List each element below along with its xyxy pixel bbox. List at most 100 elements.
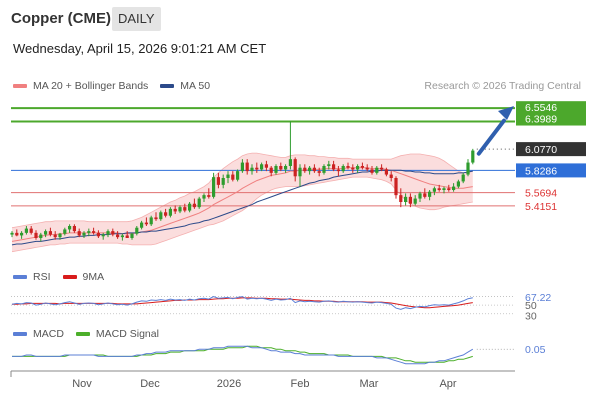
legend-ma50-label: MA 50 (180, 80, 211, 92)
candle-body (221, 178, 225, 185)
rsi-ma-line (12, 297, 473, 309)
candle-body (15, 232, 19, 236)
candle-body (274, 166, 278, 173)
candle-body (264, 164, 268, 168)
candle-body (255, 167, 259, 170)
macd-legend: MACD MACD Signal (13, 328, 171, 340)
candle-body (399, 195, 403, 202)
candle-body (207, 195, 211, 197)
candle-body (370, 169, 374, 173)
level-label-pivot: 5.8286 (525, 165, 557, 177)
timestamp: Wednesday, April 15, 2026 9:01:21 AM CET (13, 41, 267, 56)
x-tick-label: Apr (439, 378, 456, 390)
candle-body (135, 227, 139, 234)
candle-body (101, 234, 105, 237)
candle-body (260, 164, 264, 170)
rsi-legend: RSI 9MA (13, 271, 116, 283)
level-tag-last-price (516, 142, 586, 157)
candle-body (456, 181, 460, 187)
ma20-swatch (13, 84, 27, 88)
candle-body (269, 167, 273, 173)
candle-body (423, 193, 427, 197)
candle-body (394, 178, 398, 196)
legend-rsi-ma-label: 9MA (82, 271, 105, 283)
candle-body (130, 233, 134, 238)
x-tick-label: Mar (360, 378, 379, 390)
rsi-level-50-label: 50 (525, 300, 537, 312)
candle-body (308, 167, 312, 172)
macd-value-label: 0.05 (525, 344, 546, 356)
candle-body (106, 231, 110, 235)
macd-signal-line (12, 345, 473, 363)
candle-body (178, 207, 182, 212)
candle-body (58, 233, 62, 238)
macd-signal-swatch (75, 332, 90, 336)
rsi-swatch (13, 275, 27, 279)
x-tick-label: Nov (72, 378, 92, 390)
candle-body (466, 162, 470, 175)
rsi-line (11, 296, 473, 310)
candle-body (77, 231, 81, 236)
candle-body (87, 231, 91, 233)
forecast-arrow-shaft (476, 118, 506, 156)
candle-body (144, 222, 148, 225)
x-tick-label: Dec (140, 378, 160, 390)
candle-body (322, 166, 326, 173)
candle-body (111, 231, 115, 235)
candle-body (125, 235, 129, 238)
candle-body (380, 167, 384, 170)
candle-body (298, 167, 302, 177)
candle-body (279, 166, 283, 170)
candle-body (72, 226, 76, 232)
candle-body (116, 234, 120, 238)
candle-body (245, 162, 249, 172)
instrument-title: Copper (CME) (11, 10, 111, 27)
macd-swatch (13, 332, 27, 336)
candle-body (404, 196, 408, 202)
candle-body (389, 174, 393, 178)
main-legend: MA 20 + Bollinger Bands MA 50 (13, 80, 222, 92)
candle-body (68, 226, 72, 230)
candle-body (336, 169, 340, 172)
rsi-ma-swatch (62, 275, 77, 279)
candle-body (39, 234, 43, 238)
candle-body (231, 174, 235, 180)
candle-body (312, 167, 316, 172)
candle-body (216, 177, 220, 185)
rsi-level-30-label: 30 (525, 311, 537, 323)
candle-body (20, 232, 24, 236)
candles (10, 121, 475, 242)
legend-rsi-label: RSI (33, 271, 51, 283)
forecast-arrow-head (498, 106, 514, 120)
candle-body (236, 171, 240, 180)
research-credit: Research © 2026 Trading Central (424, 80, 581, 92)
candle-body (168, 208, 172, 216)
bollinger-band (12, 153, 473, 252)
candle-body (327, 164, 331, 166)
candle-body (346, 166, 350, 168)
candle-body (159, 212, 163, 220)
legend-macd-signal-label: MACD Signal (95, 328, 159, 340)
timeframe-badge[interactable]: DAILY (112, 7, 161, 31)
candle-body (149, 217, 153, 225)
candle-body (437, 188, 441, 190)
candle-body (63, 229, 67, 234)
legend-macd: MACD (13, 328, 64, 340)
x-tick-label: Feb (291, 378, 310, 390)
legend-macd-label: MACD (33, 328, 64, 340)
candle-body (188, 203, 192, 211)
candle-body (375, 167, 379, 173)
ma50-swatch (160, 84, 175, 88)
candle-body (53, 234, 57, 238)
candle-body (173, 208, 177, 212)
legend-rsi-ma: 9MA (62, 271, 105, 283)
candle-body (341, 166, 345, 172)
candle-body (360, 166, 364, 168)
candle-body (384, 169, 388, 175)
candle-body (365, 167, 369, 170)
candle-body (197, 198, 201, 208)
level-tag-resistance (516, 101, 586, 115)
candle-body (452, 186, 456, 190)
candle-body (82, 232, 86, 236)
